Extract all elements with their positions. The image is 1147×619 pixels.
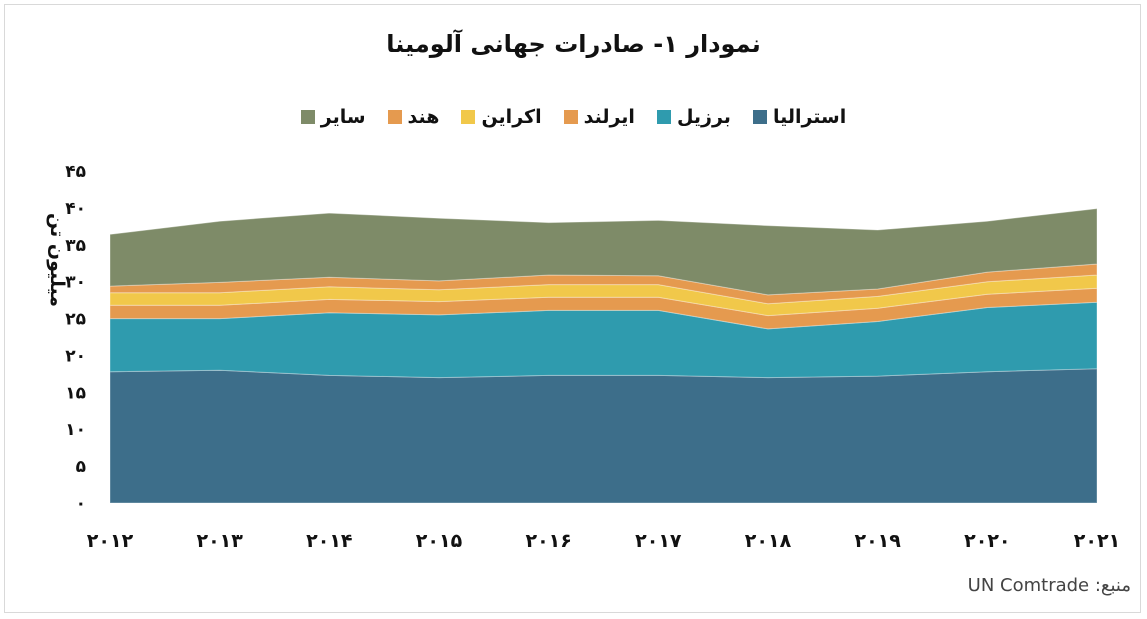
legend-item: هند	[387, 106, 440, 128]
legend-label: استرالیا	[772, 106, 847, 128]
y-tick-label: ۰	[76, 494, 86, 514]
x-tick-label: ۲۰۱۳	[196, 530, 243, 552]
y-axis-label: میلیون تن	[46, 212, 68, 307]
legend-item: برزیل	[656, 106, 731, 128]
area-series-3	[109, 274, 1098, 317]
legend-swatch	[752, 110, 767, 124]
y-tick-label: ۲۵	[65, 310, 86, 330]
chart-legend: استرالیا برزیل ایرلند اکراین هند سایر	[0, 106, 1147, 128]
x-tick-label: ۲۰۲۱	[1074, 530, 1120, 552]
legend-item: اکراین	[461, 106, 542, 128]
x-tick-label: ۲۰۱۸	[745, 530, 792, 552]
legend-label: سایر	[320, 106, 366, 128]
area-series-0	[109, 368, 1098, 504]
legend-label: برزیل	[676, 106, 731, 128]
y-tick-label: ۲۰	[65, 346, 86, 366]
area-series-1	[109, 301, 1098, 379]
legend-item: ایرلند	[563, 106, 635, 128]
x-tick-label: ۲۰۱۹	[854, 530, 901, 552]
y-tick-label: ۴۵	[65, 162, 86, 182]
x-tick-label: ۲۰۱۲	[87, 530, 134, 552]
legend-label: اکراین	[481, 106, 542, 128]
x-tick-label: ۲۰۱۵	[416, 530, 463, 552]
source-note: منبع: UN Comtrade	[967, 575, 1131, 596]
legend-label: ایرلند	[583, 106, 635, 128]
y-tick-label: ۵	[76, 457, 86, 477]
legend-label: هند	[407, 106, 440, 128]
y-tick-label: ۱۵	[65, 383, 86, 403]
x-tick-label: ۲۰۲۰	[964, 530, 1010, 552]
x-tick-label: ۲۰۱۶	[525, 530, 571, 552]
legend-swatch	[387, 110, 402, 124]
legend-item: سایر	[300, 106, 366, 128]
y-tick-label: ۳۵	[65, 236, 86, 256]
legend-swatch	[300, 110, 315, 124]
legend-item: استرالیا	[752, 106, 847, 128]
legend-swatch	[563, 110, 578, 124]
legend-swatch	[656, 110, 671, 124]
y-tick-label: ۴۰	[65, 199, 86, 219]
x-tick-label: ۲۰۱۴	[306, 530, 352, 552]
area-series-5	[109, 208, 1098, 296]
chart-title: نمودار ۱- صادرات جهانی آلومینا	[386, 30, 761, 58]
legend-swatch	[461, 110, 476, 124]
x-tick-label: ۲۰۱۷	[635, 530, 682, 552]
y-tick-label: ۱۰	[65, 420, 86, 440]
y-tick-label: ۳۰	[65, 273, 86, 293]
